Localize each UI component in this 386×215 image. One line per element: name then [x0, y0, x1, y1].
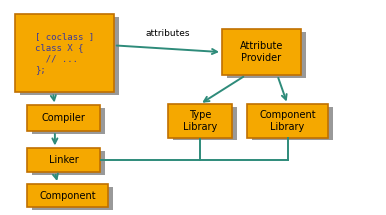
Text: Type
Library: Type Library [183, 110, 217, 132]
FancyBboxPatch shape [15, 14, 114, 92]
Text: attributes: attributes [146, 29, 190, 38]
FancyBboxPatch shape [168, 104, 232, 138]
FancyBboxPatch shape [32, 187, 113, 210]
FancyBboxPatch shape [32, 108, 105, 134]
FancyBboxPatch shape [173, 107, 237, 140]
Text: Component: Component [39, 191, 96, 201]
FancyBboxPatch shape [32, 151, 105, 175]
Text: Linker: Linker [49, 155, 79, 165]
Text: Compiler: Compiler [42, 113, 86, 123]
FancyBboxPatch shape [27, 148, 100, 172]
FancyBboxPatch shape [27, 105, 100, 131]
Text: Component
Library: Component Library [259, 110, 316, 132]
FancyBboxPatch shape [252, 107, 333, 140]
FancyBboxPatch shape [222, 29, 301, 75]
FancyBboxPatch shape [20, 17, 119, 95]
Text: Attribute
Provider: Attribute Provider [240, 41, 283, 63]
FancyBboxPatch shape [227, 32, 306, 78]
Text: [ coclass ]
class X {
  // ...
};: [ coclass ] class X { // ... }; [35, 32, 94, 74]
FancyBboxPatch shape [27, 184, 108, 207]
FancyBboxPatch shape [247, 104, 328, 138]
